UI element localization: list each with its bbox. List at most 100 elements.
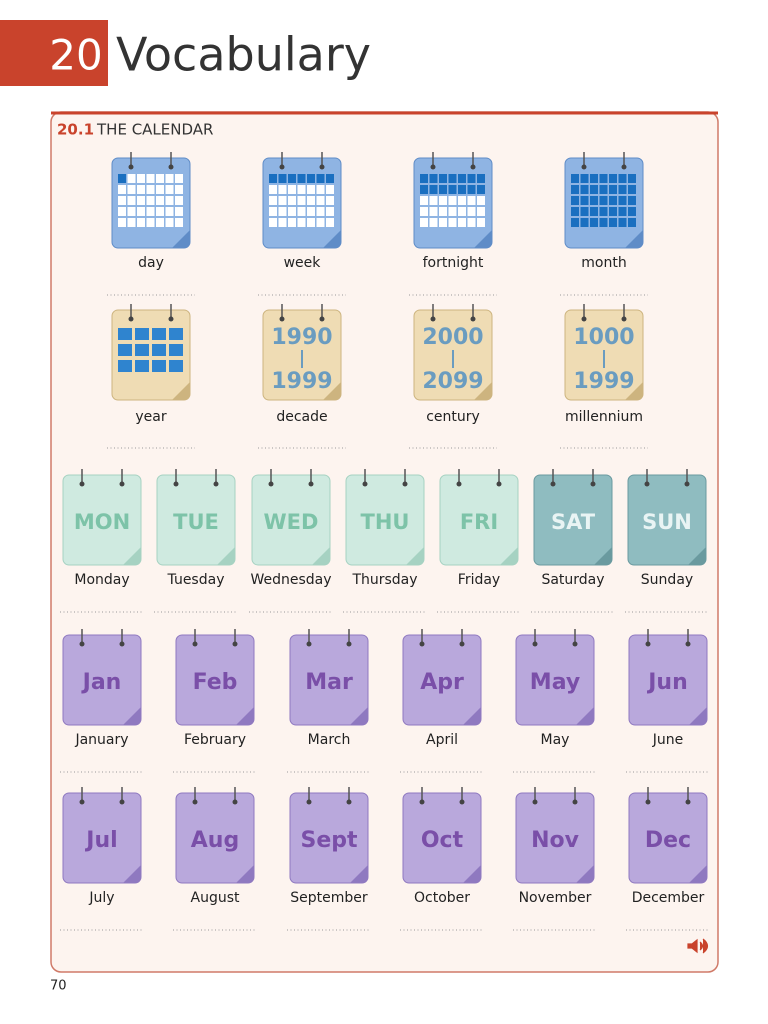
calendar-cell xyxy=(618,207,627,216)
calendar-cell xyxy=(590,196,598,205)
range-end: 1999 xyxy=(573,369,634,394)
calendar-cell xyxy=(269,196,277,205)
calendar-cell xyxy=(467,196,476,205)
calendar-cell xyxy=(297,185,306,194)
calendar-cell xyxy=(609,174,617,183)
calendar-cell xyxy=(326,185,334,194)
chapter-title: Vocabulary xyxy=(116,28,371,82)
calendar-fold xyxy=(236,865,254,883)
calendar-cell xyxy=(477,218,485,227)
calendar-cell xyxy=(278,207,287,216)
calendar-ring-hole xyxy=(456,481,462,487)
calendar-cell xyxy=(156,185,164,194)
calendar-ring-hole xyxy=(470,316,476,322)
calendar-cell xyxy=(165,196,174,205)
calendar-fold xyxy=(172,230,190,248)
calendar-cell xyxy=(618,174,627,183)
calendar-cell xyxy=(165,174,174,183)
calendar-cell xyxy=(429,196,438,205)
calendar-page xyxy=(175,634,255,726)
month-abbr: Jun xyxy=(646,670,688,695)
calendar-cell xyxy=(137,174,145,183)
calendar-cell xyxy=(127,207,136,216)
calendar-ring-hole xyxy=(430,316,436,322)
calendar-ring-hole xyxy=(621,164,627,170)
mini-month xyxy=(152,360,166,372)
month-abbr: Apr xyxy=(420,670,464,695)
word-label: millennium xyxy=(565,409,643,425)
calendar-cell xyxy=(590,174,598,183)
calendar-cell xyxy=(316,196,325,205)
calendar-cell xyxy=(458,218,466,227)
word-label: March xyxy=(308,732,351,748)
calendar-page xyxy=(628,634,708,726)
calendar-fold xyxy=(463,865,481,883)
calendar-fold xyxy=(500,547,518,565)
calendar-ring-hole xyxy=(168,164,174,170)
day-abbr: WED xyxy=(264,510,319,534)
calendar-ring-hole xyxy=(79,641,85,647)
calendar-fold xyxy=(689,865,707,883)
calendar-cell xyxy=(278,218,287,227)
calendar-cell xyxy=(458,185,466,194)
word-label: May xyxy=(541,732,570,748)
calendar-cell xyxy=(288,185,296,194)
calendar-cell xyxy=(137,218,145,227)
calendar-page xyxy=(515,634,595,726)
calendar-cell xyxy=(590,218,598,227)
mini-month xyxy=(169,328,183,340)
calendar-cell xyxy=(477,196,485,205)
calendar-cell xyxy=(439,174,447,183)
calendar-cell xyxy=(599,196,608,205)
calendar-ring-hole xyxy=(232,799,238,805)
word-label: Thursday xyxy=(351,572,417,588)
calendar-page xyxy=(175,792,255,884)
calendar-cell xyxy=(467,207,476,216)
calendar-fold xyxy=(350,865,368,883)
calendar-cell xyxy=(278,196,287,205)
month-abbr: Mar xyxy=(305,670,353,695)
day-abbr: MON xyxy=(74,510,130,534)
calendar-cell xyxy=(127,218,136,227)
calendar-cell xyxy=(156,196,164,205)
calendar-page xyxy=(62,634,142,726)
calendar-cell xyxy=(429,185,438,194)
calendar-ring-hole xyxy=(459,799,465,805)
calendar-cell xyxy=(156,174,164,183)
month-abbr: May xyxy=(530,670,580,695)
word-label: November xyxy=(519,890,592,906)
calendar-cell xyxy=(580,196,589,205)
calendar-cell xyxy=(146,207,155,216)
calendar-cell xyxy=(571,196,579,205)
calendar-cell xyxy=(307,185,315,194)
calendar-ring-hole xyxy=(319,164,325,170)
calendar-cell xyxy=(477,185,485,194)
calendar-cell xyxy=(467,218,476,227)
calendar-cell xyxy=(137,185,145,194)
calendar-ring-hole xyxy=(470,164,476,170)
calendar-ring-hole xyxy=(346,641,352,647)
calendar-ring-hole xyxy=(346,799,352,805)
calendar-ring-hole xyxy=(572,799,578,805)
calendar-cell xyxy=(326,207,334,216)
calendar-cell xyxy=(458,174,466,183)
word-label: September xyxy=(290,890,368,906)
calendar-cell xyxy=(316,185,325,194)
calendar-cell xyxy=(326,218,334,227)
calendar-fold xyxy=(323,230,341,248)
audio-icon[interactable] xyxy=(687,938,709,954)
calendar-cell xyxy=(175,174,183,183)
calendar-cell xyxy=(165,185,174,194)
calendar-ring-hole xyxy=(645,641,651,647)
calendar-fold xyxy=(625,382,643,400)
calendar-cell xyxy=(137,207,145,216)
calendar-cell xyxy=(467,174,476,183)
calendar-cell xyxy=(165,218,174,227)
calendar-ring-hole xyxy=(268,481,274,487)
calendar-cell xyxy=(609,196,617,205)
calendar-fold xyxy=(312,547,330,565)
calendar-page xyxy=(62,792,142,884)
calendar-page xyxy=(439,474,519,566)
calendar-fold xyxy=(172,382,190,400)
calendar-page xyxy=(156,474,236,566)
